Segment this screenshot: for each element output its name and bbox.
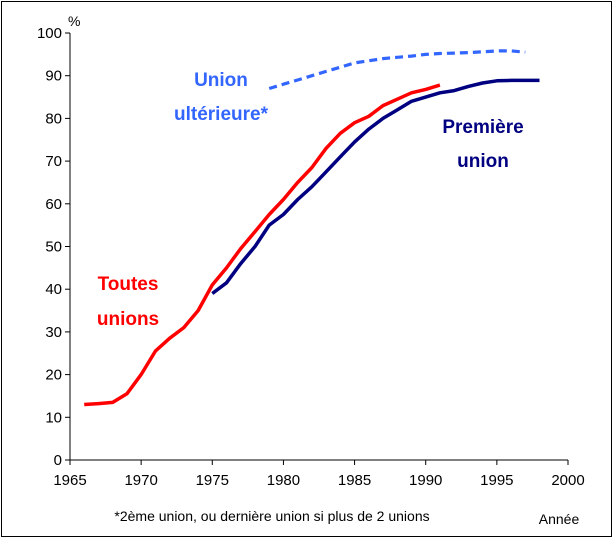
y-tick-label: 0 (54, 452, 62, 469)
y-tick-label: 80 (45, 110, 62, 127)
x-tick-label: 1975 (196, 472, 229, 489)
y-tick-label: 100 (37, 25, 62, 42)
y-axis-label: % (68, 13, 80, 29)
y-tick-label: 10 (45, 409, 62, 426)
x-tick-label: 1965 (53, 472, 86, 489)
y-tick-label: 30 (45, 324, 62, 341)
series-label-premiere-union: union (457, 151, 509, 172)
x-tick-label: 1990 (409, 472, 442, 489)
y-tick-label: 20 (45, 367, 62, 384)
series-label-toutes-unions: Toutes (98, 274, 159, 295)
series-label-toutes-unions: unions (97, 309, 159, 330)
x-tick-label: 1980 (267, 472, 300, 489)
y-tick-label: 40 (45, 281, 62, 298)
series-label-union-ulterieure: ultérieure* (174, 104, 269, 125)
y-tick-label: 90 (45, 68, 62, 85)
y-tick-label: 50 (45, 239, 62, 256)
x-tick-label: 1995 (480, 472, 513, 489)
x-tick-label: 2000 (551, 472, 584, 489)
y-tick-label: 60 (45, 196, 62, 213)
series-line-toutes-unions (84, 83, 441, 407)
footnote: *2ème union, ou dernière union si plus d… (114, 508, 429, 524)
y-tick-label: 70 (45, 153, 62, 170)
series-line-premiere-union (211, 78, 540, 295)
x-tick-label: 1970 (124, 472, 157, 489)
x-tick-label: 1985 (338, 472, 371, 489)
series-label-union-ulterieure: Union (194, 70, 248, 91)
x-axis-label: Année (539, 511, 580, 527)
series-label-premiere-union: Première (442, 117, 523, 138)
series-line-union-ulterieure (268, 49, 526, 91)
